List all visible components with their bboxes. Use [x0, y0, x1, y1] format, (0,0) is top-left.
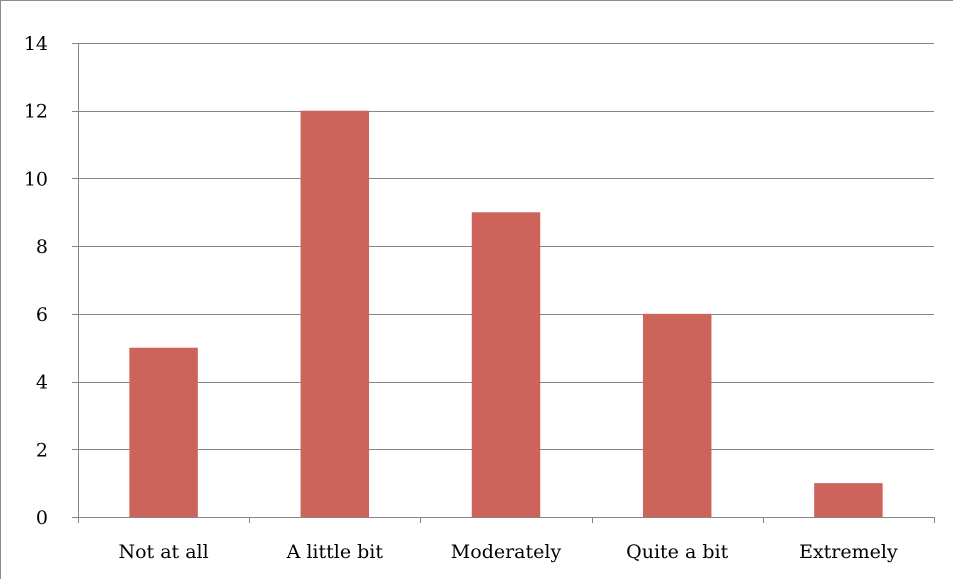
- x-tick-label: Quite a bit: [626, 541, 728, 563]
- y-tick-label: 4: [36, 372, 48, 394]
- y-tick-labels: 0 2 4 6 8 10 12 14: [24, 33, 48, 529]
- bar-a-little-bit: [300, 110, 370, 517]
- bar-extremely: [814, 483, 883, 517]
- bar-not-at-all: [129, 347, 198, 517]
- y-tick-label: 6: [36, 304, 48, 326]
- bar-quite-a-bit: [642, 313, 712, 517]
- x-tick-label: Extremely: [799, 541, 898, 563]
- y-tick-label: 10: [24, 168, 48, 190]
- y-tick-label: 8: [36, 236, 48, 258]
- bars: [129, 110, 883, 518]
- bar-moderately: [471, 212, 541, 518]
- x-tick-label: A little bit: [286, 541, 384, 563]
- y-tick-label: 12: [24, 101, 48, 123]
- x-tick-labels: Not at all A little bit Moderately Quite a …: [118, 541, 897, 563]
- y-tick-label: 14: [24, 33, 48, 55]
- x-tick-label: Moderately: [451, 541, 562, 563]
- y-tick-label: 0: [36, 507, 48, 529]
- x-tick-label: Not at all: [118, 541, 208, 563]
- axes: [72, 43, 935, 523]
- y-tick-label: 2: [36, 439, 48, 461]
